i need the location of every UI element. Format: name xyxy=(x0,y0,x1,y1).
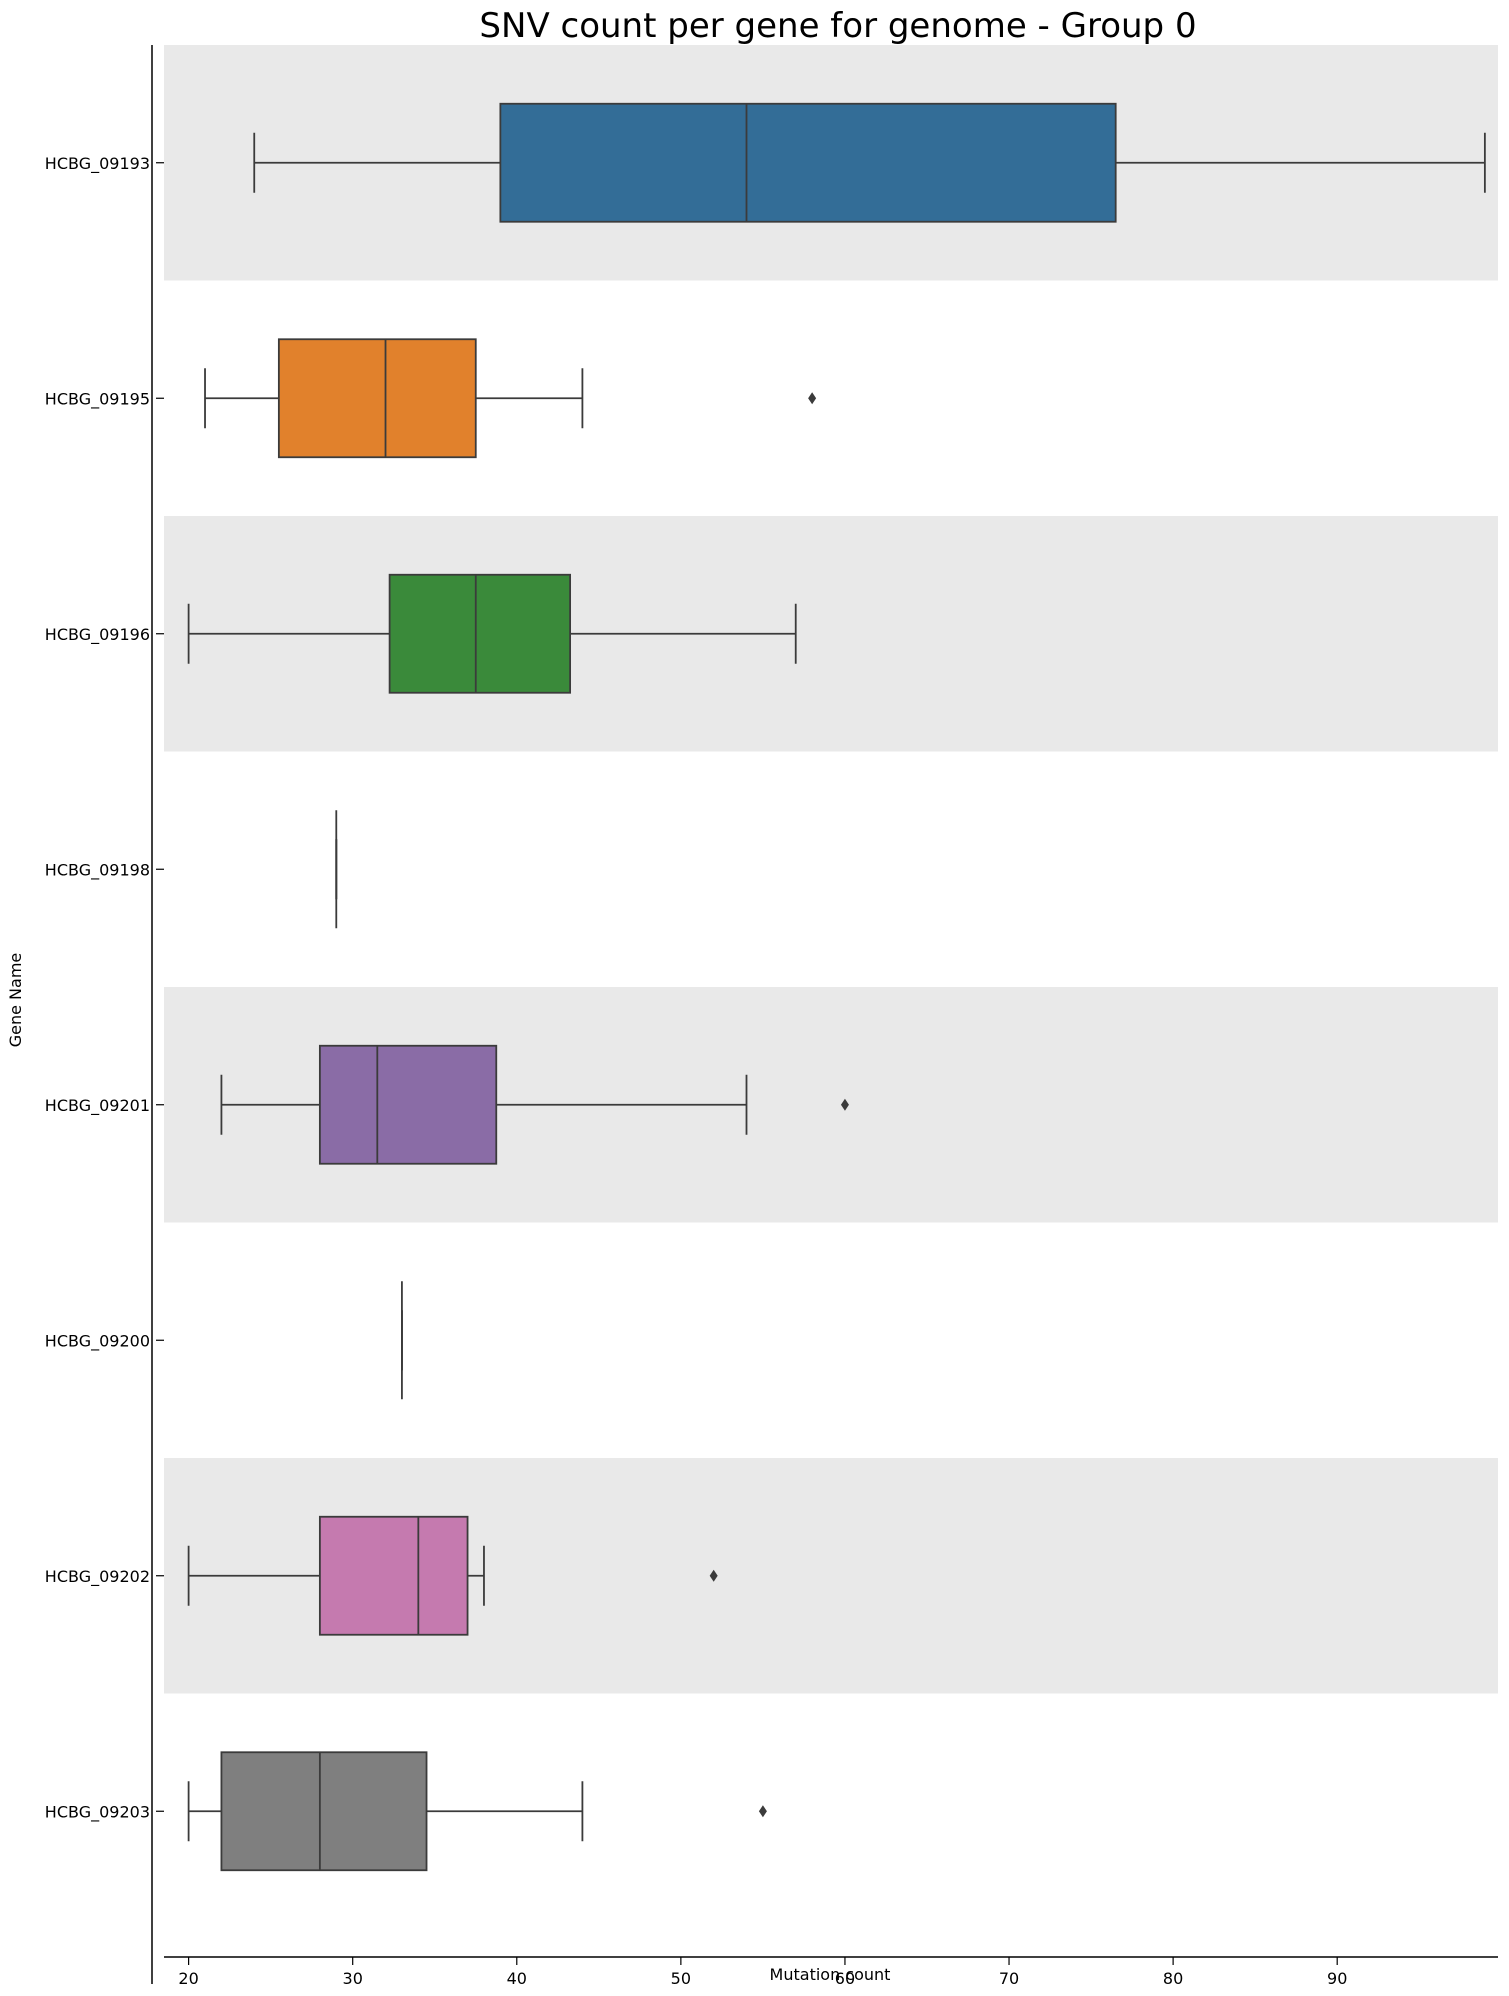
y-tick-label: HCBG_09201 xyxy=(45,1096,150,1116)
iqr-box xyxy=(318,1044,498,1165)
y-axis-label: Gene Name xyxy=(6,953,25,1048)
box-hcbg_09196 xyxy=(187,573,797,694)
iqr-box xyxy=(277,338,477,459)
y-tick-label: HCBG_09200 xyxy=(45,1331,150,1351)
x-axis-label: Mutation count xyxy=(770,1965,891,1984)
y-axis-ticks: HCBG_09193 HCBG_09195 HCBG_09196 HCBG_09198… xyxy=(45,154,164,1822)
iqr-box xyxy=(318,1515,469,1636)
x-tick-label: 80 xyxy=(1163,1969,1183,1988)
y-tick-label: HCBG_09198 xyxy=(45,860,150,880)
x-tick-label: 40 xyxy=(507,1969,527,1988)
outlier-point xyxy=(840,1098,849,1111)
box-hcbg_09195 xyxy=(204,338,817,459)
x-tick-label: 90 xyxy=(1327,1969,1347,1988)
x-tick-label: 30 xyxy=(343,1969,363,1988)
iqr-box xyxy=(499,102,1117,223)
x-tick-label: 60 xyxy=(835,1969,855,1988)
y-tick-label: HCBG_09196 xyxy=(45,625,150,645)
iqr-box xyxy=(220,1751,428,1872)
box-hcbg_09202 xyxy=(187,1515,718,1636)
y-tick-label: HCBG_09202 xyxy=(45,1567,150,1587)
chart-title: SNV count per gene for genome - Group 0 xyxy=(479,6,1196,46)
iqr-box xyxy=(388,573,572,694)
box-plots xyxy=(187,102,1486,1872)
y-tick-label: HCBG_09193 xyxy=(45,154,150,174)
box-hcbg_09201 xyxy=(220,1044,849,1165)
x-tick-label: 20 xyxy=(178,1969,198,1988)
x-axis-ticks: 20 30 40 50 60 70 80 90 xyxy=(178,1957,1347,1988)
outlier-point xyxy=(808,392,817,405)
y-tick-label: HCBG_09195 xyxy=(45,389,150,409)
y-tick-label: HCBG_09203 xyxy=(45,1802,150,1822)
outlier-point xyxy=(758,1805,767,1818)
x-tick-label: 50 xyxy=(671,1969,691,1988)
x-tick-label: 70 xyxy=(999,1969,1019,1988)
outlier-point xyxy=(709,1569,718,1582)
box-hcbg_09193 xyxy=(253,102,1486,223)
box-hcbg_09203 xyxy=(187,1751,767,1872)
